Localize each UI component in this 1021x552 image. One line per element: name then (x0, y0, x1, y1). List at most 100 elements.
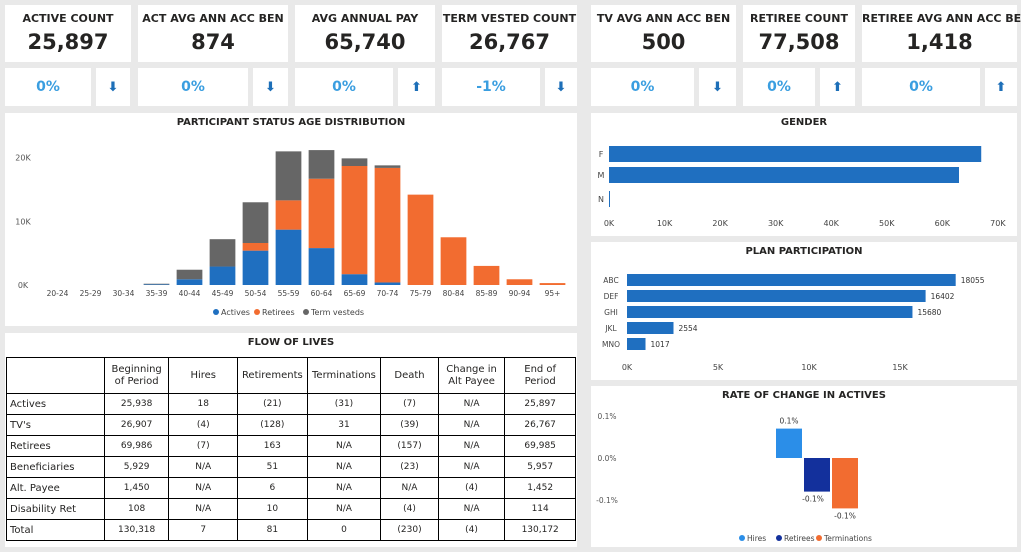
gender-panel: GENDER F M N 0K 10K 20K 30K 40K 50K 60K 70K (591, 113, 1017, 236)
age-bar-retirees (341, 166, 368, 275)
x-tick-label: 10K (657, 219, 673, 228)
table-cell: N/A (306, 435, 382, 457)
x-tick-label: 95+ (545, 289, 561, 298)
table-cell: N/A (437, 456, 506, 478)
x-tick-label: 50-54 (245, 289, 267, 298)
table-cell: 26,767 (504, 414, 576, 436)
table-cell: 51 (237, 456, 308, 478)
column-header: Death (380, 357, 439, 394)
age-bar-actives (308, 248, 335, 285)
y-category-label: M (598, 171, 605, 180)
table-cell: (23) (380, 456, 439, 478)
table-header-row: Beginning of Period Hires Retirements Te… (6, 357, 576, 394)
table-row: Retirees 69,986 (7) 163 N/A (157) N/A 69,985 (6, 435, 576, 457)
age-bar-term-vesteds (341, 158, 368, 166)
plan-bar (627, 322, 674, 334)
age-bar-term-vesteds (209, 239, 236, 267)
age-bar-term-vesteds (242, 202, 269, 243)
row-header: Actives (6, 393, 105, 415)
table-cell: N/A (437, 498, 506, 520)
flow-title: FLOW OF LIVES (247, 337, 335, 348)
y-tick-label: -0.1% (596, 496, 618, 505)
arrow-up-icon: ⬆ (820, 68, 855, 106)
x-tick-label: 20K (712, 219, 728, 228)
age-bar-retirees (407, 194, 434, 285)
table-cell: 10 (237, 498, 308, 520)
y-category-label: JKL (604, 324, 617, 333)
x-tick-label: 65-69 (344, 289, 366, 298)
table-cell: (7) (168, 435, 239, 457)
x-tick-label: 5K (713, 363, 724, 372)
table-cell: N/A (306, 477, 382, 499)
age-bar-term-vesteds (143, 283, 170, 285)
column-header: Change in Alt Payee (437, 357, 506, 394)
plan-participation-panel: PLAN PARTICIPATION ABC 18055 DEF 16402 GHI 15… (591, 242, 1017, 380)
pct-change-tv-avg-ann-acc-ben: 0% (591, 68, 694, 106)
legend-marker-actives (213, 309, 219, 315)
plan-bar (627, 306, 913, 318)
table-cell: (4) (437, 519, 506, 541)
table-cell: N/A (168, 456, 239, 478)
age-bar-actives (341, 274, 368, 285)
pct-change-term-vested-count: -1% (442, 68, 540, 106)
data-label: 2554 (678, 324, 697, 333)
data-label: -0.1% (802, 495, 824, 504)
rate-bar-retirees (804, 458, 830, 492)
row-header: TV's (6, 414, 105, 436)
age-bar-retirees (440, 237, 467, 285)
x-tick-label: 30-34 (113, 289, 135, 298)
data-label: -0.1% (834, 511, 856, 520)
age-bar-term-vesteds (176, 269, 203, 280)
row-header: Disability Ret (6, 498, 105, 520)
table-cell: N/A (380, 477, 439, 499)
table-cell: 163 (237, 435, 308, 457)
table-cell: N/A (168, 477, 239, 499)
rate-of-change-chart: 0.1% 0.0% -0.1% 0.1% -0.1% -0.1% Hires Retirees… (596, 412, 872, 543)
arrow-down-icon: ⬇ (699, 68, 736, 106)
gender-bar (609, 167, 959, 183)
table-cell: (157) (380, 435, 439, 457)
table-cell: 130,318 (103, 519, 170, 541)
kpi-value: 1,418 (906, 30, 973, 54)
legend-marker-terminations (816, 535, 822, 541)
data-label: 18055 (961, 276, 985, 285)
flow-of-lives-table: Beginning of Period Hires Retirements Te… (6, 357, 576, 541)
legend-label: Actives (221, 308, 250, 317)
table-cell: 69,985 (504, 435, 576, 457)
data-label: 1017 (651, 340, 670, 349)
kpi-card-term-vested-count: TERM VESTED COUNT 26,767 (442, 5, 577, 62)
age-bar-retirees (374, 167, 401, 283)
arrow-up-icon: ⬆ (398, 68, 435, 106)
x-tick-label: 85-89 (476, 289, 498, 298)
age-bar-actives (209, 266, 236, 285)
kpi-title: RETIREE AVG ANN ACC BEN (862, 12, 1021, 25)
kpi-value: 874 (191, 30, 235, 54)
y-tick-label: 10K (15, 217, 31, 226)
table-cell: 1,452 (504, 477, 576, 499)
y-category-label: GHI (604, 308, 618, 317)
age-bar-actives (275, 229, 302, 285)
kpi-value: 25,897 (27, 30, 109, 54)
age-bar-actives (143, 284, 170, 285)
data-label: 0.1% (779, 417, 798, 426)
kpi-card-retiree-count: RETIREE COUNT 77,508 (743, 5, 855, 62)
table-row: Disability Ret 108 N/A 10 N/A (4) N/A 114 (6, 498, 576, 520)
arrow-down-icon: ⬇ (545, 68, 577, 106)
column-header: Hires (168, 357, 239, 394)
kpi-card-avg-annual-pay: AVG ANNUAL PAY 65,740 (295, 5, 435, 62)
table-row: Total 130,318 7 81 0 (230) (4) 130,172 (6, 519, 576, 541)
table-cell: 26,907 (103, 414, 170, 436)
gender-chart-title: GENDER (780, 117, 828, 128)
rate-of-change-panel: RATE OF CHANGE IN ACTIVES 0.1% 0.0% -0.1% 0… (591, 386, 1017, 547)
kpi-card-active-count: ACTIVE COUNT 25,897 (5, 5, 131, 62)
age-bar-actives (242, 250, 269, 285)
column-header (6, 357, 105, 394)
y-tick-label: 0K (18, 281, 29, 290)
table-cell: (230) (380, 519, 439, 541)
pct-change-active-count: 0% (5, 68, 91, 106)
legend-label: Term vesteds (310, 308, 364, 317)
data-label: 16402 (931, 292, 955, 301)
table-row: Beneficiaries 5,929 N/A 51 N/A (23) N/A 5,957 (6, 456, 576, 478)
plan-bar (627, 290, 926, 302)
kpi-title: ACTIVE COUNT (22, 12, 114, 25)
